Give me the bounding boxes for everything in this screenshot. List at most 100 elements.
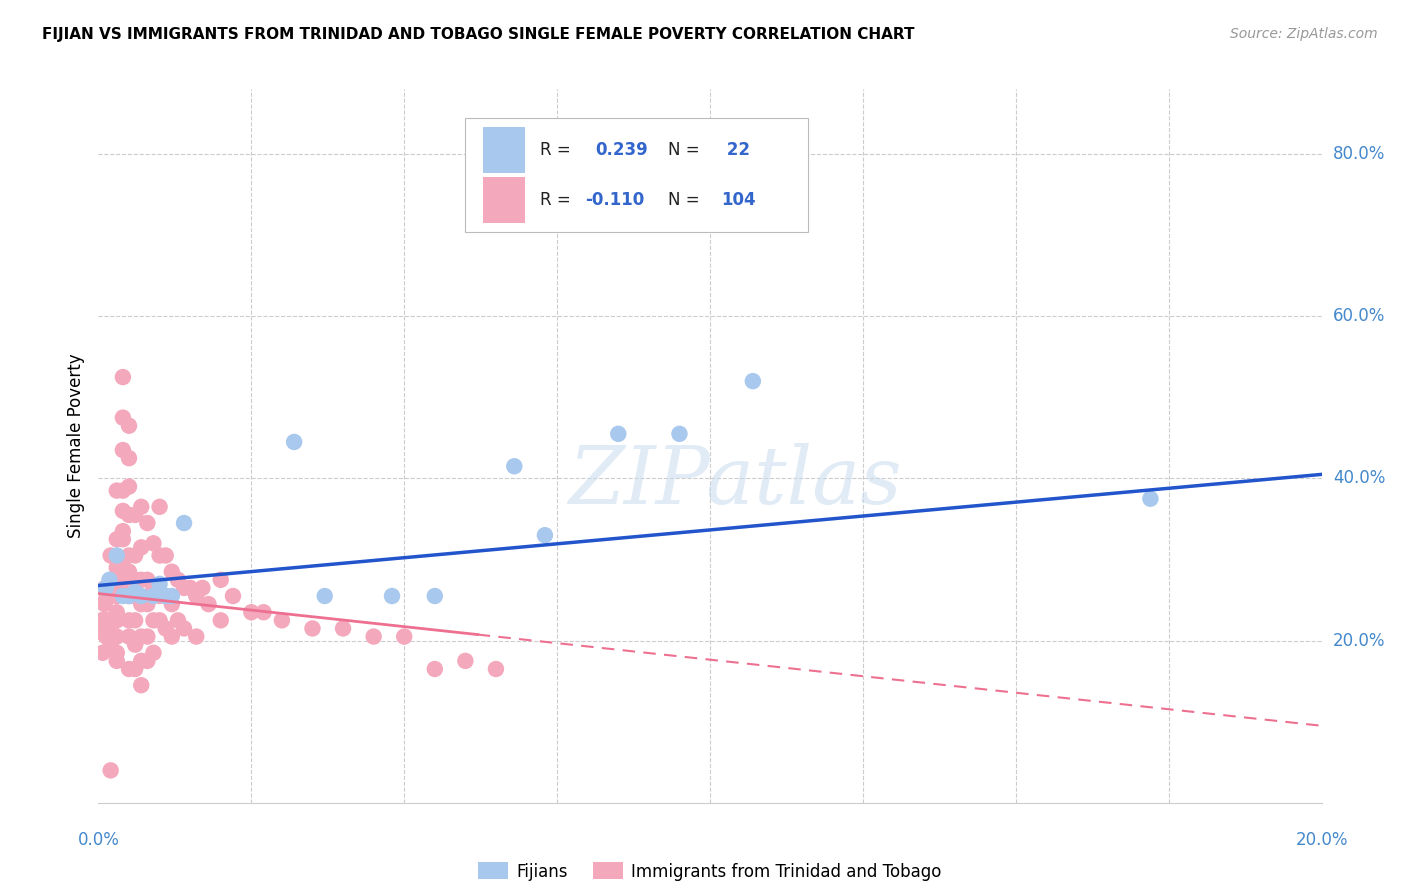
Point — [91, 622, 114, 636]
Point — [111, 483, 134, 498]
Text: 20.0%: 20.0% — [1295, 830, 1348, 848]
Point — [173, 516, 195, 530]
Point — [423, 589, 446, 603]
Point — [124, 585, 146, 599]
FancyBboxPatch shape — [465, 118, 808, 232]
Point — [118, 613, 141, 627]
Point — [90, 613, 112, 627]
Point — [118, 479, 141, 493]
Point — [160, 565, 183, 579]
Point — [124, 508, 146, 522]
Text: 20.0%: 20.0% — [1333, 632, 1385, 649]
Point — [111, 585, 134, 599]
Point — [124, 638, 146, 652]
Point — [186, 589, 208, 603]
Point — [100, 549, 122, 563]
Point — [252, 605, 274, 619]
Point — [105, 533, 128, 547]
Point — [111, 504, 134, 518]
Point — [142, 581, 165, 595]
Point — [142, 589, 165, 603]
Point — [111, 524, 134, 538]
Text: N =: N = — [668, 191, 706, 209]
Point — [454, 654, 477, 668]
Point — [111, 560, 134, 574]
Point — [136, 654, 159, 668]
Point — [129, 573, 152, 587]
Point — [100, 638, 122, 652]
Point — [167, 573, 190, 587]
Point — [222, 589, 245, 603]
Point — [118, 589, 141, 603]
Point — [100, 589, 122, 603]
FancyBboxPatch shape — [482, 127, 526, 173]
Point — [124, 589, 146, 603]
Point — [423, 662, 446, 676]
Point — [124, 662, 146, 676]
Text: R =: R = — [540, 191, 576, 209]
Point — [105, 646, 128, 660]
Point — [97, 613, 120, 627]
Point — [129, 597, 152, 611]
Point — [197, 597, 219, 611]
Point — [100, 622, 122, 636]
Text: Source: ZipAtlas.com: Source: ZipAtlas.com — [1230, 27, 1378, 41]
Point — [270, 613, 292, 627]
Point — [149, 500, 172, 514]
Point — [118, 508, 141, 522]
Point — [94, 581, 117, 595]
Point — [129, 678, 152, 692]
Point — [105, 630, 128, 644]
Point — [1139, 491, 1161, 506]
FancyBboxPatch shape — [482, 177, 526, 223]
Point — [105, 613, 128, 627]
Point — [124, 549, 146, 563]
Point — [155, 549, 177, 563]
Point — [155, 589, 177, 603]
Text: 60.0%: 60.0% — [1333, 307, 1385, 326]
Point — [129, 500, 152, 514]
Point — [485, 662, 508, 676]
Point — [91, 625, 114, 640]
Point — [93, 597, 115, 611]
Point — [105, 589, 128, 603]
Text: 80.0%: 80.0% — [1333, 145, 1385, 163]
Point — [392, 630, 416, 644]
Point — [741, 374, 763, 388]
Point — [668, 426, 690, 441]
Point — [105, 605, 128, 619]
Point — [332, 622, 354, 636]
Text: 40.0%: 40.0% — [1333, 469, 1385, 487]
Point — [149, 613, 172, 627]
Point — [111, 410, 134, 425]
Point — [179, 581, 201, 595]
Text: -0.110: -0.110 — [585, 191, 644, 209]
Point — [111, 573, 134, 587]
Point — [160, 630, 183, 644]
Point — [91, 646, 114, 660]
Point — [118, 549, 141, 563]
Point — [314, 589, 336, 603]
Point — [149, 589, 172, 603]
Text: 0.239: 0.239 — [595, 141, 648, 159]
Point — [111, 589, 134, 603]
Point — [111, 443, 134, 458]
Point — [155, 589, 177, 603]
Point — [160, 589, 183, 603]
Point — [136, 630, 159, 644]
Point — [149, 577, 172, 591]
Point — [160, 597, 183, 611]
Point — [97, 613, 120, 627]
Point — [301, 622, 323, 636]
Point — [129, 654, 152, 668]
Point — [93, 613, 115, 627]
Point — [105, 577, 128, 591]
Point — [111, 370, 134, 384]
Point — [105, 483, 128, 498]
Point — [111, 533, 134, 547]
Point — [136, 516, 159, 530]
Point — [167, 613, 190, 627]
Point — [124, 573, 146, 587]
Point — [240, 605, 263, 619]
Point — [142, 613, 165, 627]
